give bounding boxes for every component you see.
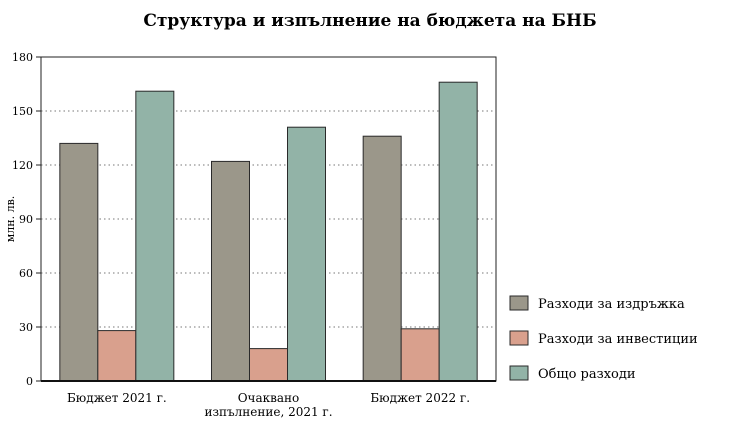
legend-label: Разходи за издръжка <box>538 297 685 312</box>
bar <box>135 90 175 382</box>
legend-swatch <box>509 365 529 381</box>
x-category-label: Очаквано <box>238 391 300 405</box>
legend-label: Разходи за инвестиции <box>538 332 698 347</box>
bar <box>287 126 326 382</box>
y-tick-label: 90 <box>19 213 33 226</box>
y-tick-label: 30 <box>19 321 33 334</box>
y-axis-label: млн. лв. <box>4 196 17 243</box>
legend-swatch <box>509 295 529 311</box>
bar <box>362 135 402 382</box>
x-category-label: изпълнение, 2021 г. <box>204 405 332 419</box>
y-tick-label: 150 <box>12 105 33 118</box>
bars <box>59 81 478 382</box>
gridlines <box>41 110 496 328</box>
legend-label: Общо разходи <box>538 367 636 382</box>
bar <box>59 142 99 382</box>
y-tick-label: 60 <box>19 267 33 280</box>
bar <box>400 328 440 382</box>
x-category-label: Бюджет 2022 г. <box>370 391 470 405</box>
y-tick-label: 120 <box>12 159 33 172</box>
y-axis-ticks: 0 30 60 90 120 150 180 <box>12 51 41 388</box>
bar <box>97 330 137 382</box>
bar <box>249 348 288 382</box>
chart-title: Структура и изпълнение на бюджета на БНБ <box>143 11 596 31</box>
bar <box>211 160 250 382</box>
bar <box>438 81 478 382</box>
y-tick-label: 180 <box>12 51 33 64</box>
legend-swatch <box>509 330 529 346</box>
y-tick-label: 0 <box>26 375 33 388</box>
legend: Разходи за издръжка Разходи за инвестиции… <box>509 295 698 382</box>
x-category-label: Бюджет 2021 г. <box>67 391 167 405</box>
